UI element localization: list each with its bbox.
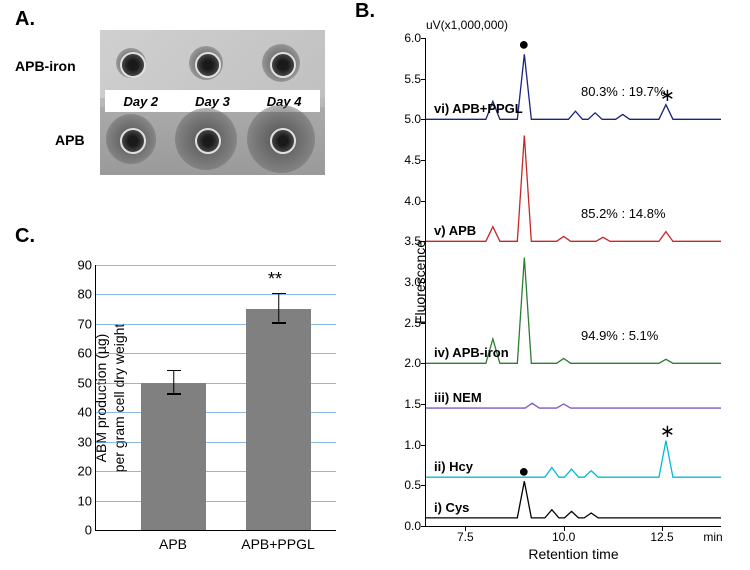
y-tick-c: 80 [78,287,92,302]
x-tick-mark [465,526,466,531]
y-tick-b: 1.5 [404,397,421,411]
panel-c: ABM production (µg) per gram cell dry we… [20,245,350,555]
y-tick-c: 30 [78,434,92,449]
well-bottom [195,128,221,154]
row-label-apb: APB [55,132,85,148]
well-bottom [120,128,146,154]
y-tick-c: 60 [78,346,92,361]
y-tick-c: 40 [78,405,92,420]
y-tick-b: 5.5 [404,72,421,86]
sig-marker: ** [268,269,282,290]
y-tick-c: 10 [78,493,92,508]
error-cap [272,322,286,324]
trace-label-vi: vi) APB+PPGL [434,101,523,116]
grid-line [96,294,336,295]
error-cap [272,293,286,295]
x-tick-mark [564,526,565,531]
y-tick-c: 20 [78,464,92,479]
error-cap [167,370,181,372]
agar-image: Day 2 Day 3 Day 4 [100,30,325,175]
ratio-label-vi: 80.3% : 19.7% [581,84,666,99]
error-cap [167,393,181,395]
x-tick-b: 12.5 [650,530,673,544]
error-bar [278,294,280,323]
y-tick-c: 0 [85,523,92,538]
day2-label: Day 2 [123,94,158,109]
panel-a: APB-iron APB Day 2 Day 3 Day 4 [20,30,330,190]
y-tick-b: 4.0 [404,194,421,208]
bar [246,309,311,530]
well-top [270,52,296,78]
x-tick-b: 7.5 [457,530,474,544]
y-tick-b: 2.5 [404,316,421,330]
y-tick-c: 50 [78,375,92,390]
bar [141,383,206,530]
panel-a-label: A. [15,8,35,31]
grid-line [96,265,336,266]
row-label-apb-iron: APB-iron [15,58,76,74]
well-top [120,52,146,78]
x-label-c: APB+PPGL [241,536,315,552]
y-tick-b: 3.5 [404,234,421,248]
chromatogram-chart: uV(x1,000,000) Fluorescence Retention ti… [425,38,721,527]
y-tick-b: 4.5 [404,153,421,167]
y-tick-c: 70 [78,316,92,331]
day3-label: Day 3 [195,94,230,109]
x-unit-label: min [703,530,722,544]
cys-peak-marker: ● [518,34,529,55]
panel-b: uV(x1,000,000) Fluorescence Retention ti… [370,10,740,565]
y-tick-b: 3.0 [404,275,421,289]
y-tick-c: 90 [78,258,92,273]
y-tick-b: 5.0 [404,112,421,126]
units-label: uV(x1,000,000) [426,18,508,32]
x-tick-b: 10.0 [552,530,575,544]
y-tick-b: 1.0 [404,438,421,452]
well-top [195,52,221,78]
hcy-peak-marker: ∗ [660,85,675,106]
x-axis-label-b: Retention time [528,546,618,562]
x-label-c: APB [159,536,187,552]
well-bottom [270,128,296,154]
y-tick-b: 6.0 [404,31,421,45]
error-bar [173,371,175,395]
x-tick-mark [662,526,663,531]
y-tick-b: 2.0 [404,356,421,370]
y-tick-b: 0.5 [404,478,421,492]
y-tick-b: 0.0 [404,519,421,533]
y-axis-label-c: ABM production (µg) per gram cell dry we… [92,323,128,472]
y-tick-mark [421,526,426,527]
bar-chart: ABM production (µg) per gram cell dry we… [95,265,336,531]
